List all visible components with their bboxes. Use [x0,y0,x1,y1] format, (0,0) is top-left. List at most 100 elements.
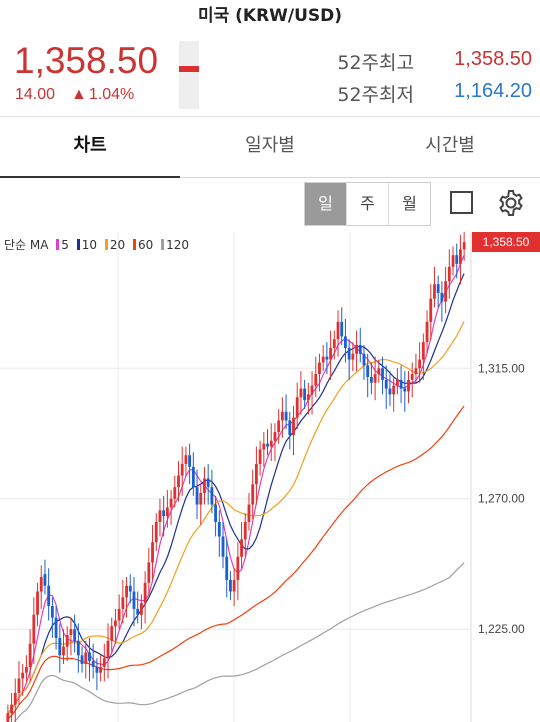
candle [58,623,62,673]
candle [76,623,80,673]
candle [325,342,329,375]
tab-chart[interactable]: 차트 [0,117,180,178]
candle [65,626,69,662]
gear-icon[interactable] [496,188,526,218]
candle [240,521,243,569]
candle [351,342,355,372]
candle [273,423,277,462]
legend-swatch-ma60 [132,239,136,250]
candle [102,643,106,682]
candle [284,394,288,430]
candle [429,284,433,340]
candle [165,490,169,528]
legend-prefix: 단순 MA [4,238,49,252]
candle [147,548,151,595]
candle [17,661,21,705]
week52-low-value: 1,164.20 [454,80,532,102]
legend-ma60: 60 [137,238,154,252]
candle [217,510,221,557]
candle [373,356,377,401]
up-arrow-icon: ▲ [71,86,87,103]
candle [321,345,325,372]
candle [10,693,13,722]
candle [303,379,307,409]
candle [121,579,125,624]
candle [292,405,295,456]
week52-high: 52주최고 1,358.50 [282,48,532,74]
candle [221,521,225,569]
candle [277,408,281,444]
candle [21,664,25,696]
candle [173,475,177,508]
tab-hourly[interactable]: 시간별 [425,135,475,156]
candle [114,608,117,644]
candle [180,446,184,496]
candle [195,469,199,520]
candle [392,376,396,412]
candle [425,310,429,354]
candle [288,411,292,450]
candle [162,495,166,537]
candle [310,371,314,415]
candle [436,275,440,308]
candle [332,330,336,360]
ma5-line [7,255,465,714]
candle [247,492,251,531]
candle [158,498,162,537]
candle [203,466,206,505]
period-day-button[interactable]: 일 [305,183,346,225]
legend-ma5: 5 [61,238,69,252]
candle [184,446,188,476]
candle [269,423,273,462]
candle [355,330,358,372]
candle [388,371,392,406]
candle [206,463,210,505]
legend-swatch-ma20 [104,239,108,250]
candle [251,469,255,520]
candle [306,382,310,415]
candle [80,646,84,673]
period-selector: 일 주 월 [304,182,431,226]
price-change: 14.00 ▲ 1.04% [15,86,134,104]
ma60-line [7,405,465,720]
candle [128,574,132,604]
period-month-button[interactable]: 월 [388,183,430,225]
candle [258,440,262,476]
candle [243,513,247,557]
range-marker [179,66,199,72]
candle [418,342,422,383]
square-outline-icon[interactable] [450,191,473,214]
candle [188,443,192,485]
legend-swatch-ma10 [76,239,80,250]
candle [139,594,143,630]
candle [444,266,448,314]
candle [366,353,370,398]
candle [6,704,10,722]
tab-daily[interactable]: 일자별 [245,135,295,156]
range-bar [179,41,199,109]
candle [362,345,366,380]
candle [407,371,410,404]
current-price: 1,358.50 [14,40,159,81]
candle [462,232,466,261]
candle [69,617,73,656]
candle [381,356,384,395]
candle [54,606,58,650]
change-percent: 1.04% [88,86,135,103]
candle [24,655,28,682]
candle [399,365,403,404]
candle [344,318,347,363]
candle [451,246,455,276]
ma20-line [7,321,465,714]
candlestick-chart[interactable]: 1,315.00 1,270.00 1,225.00 [0,232,540,722]
ma10-line [7,273,465,714]
candle [318,353,321,392]
candle [199,484,203,525]
y-tick-label: 1,270.00 [478,492,525,506]
period-week-button[interactable]: 주 [346,183,388,225]
candle [414,353,418,383]
candle [117,594,121,630]
week52-high-label: 52주최고 [337,52,414,74]
candle [154,513,158,551]
legend-ma20: 20 [109,238,126,252]
